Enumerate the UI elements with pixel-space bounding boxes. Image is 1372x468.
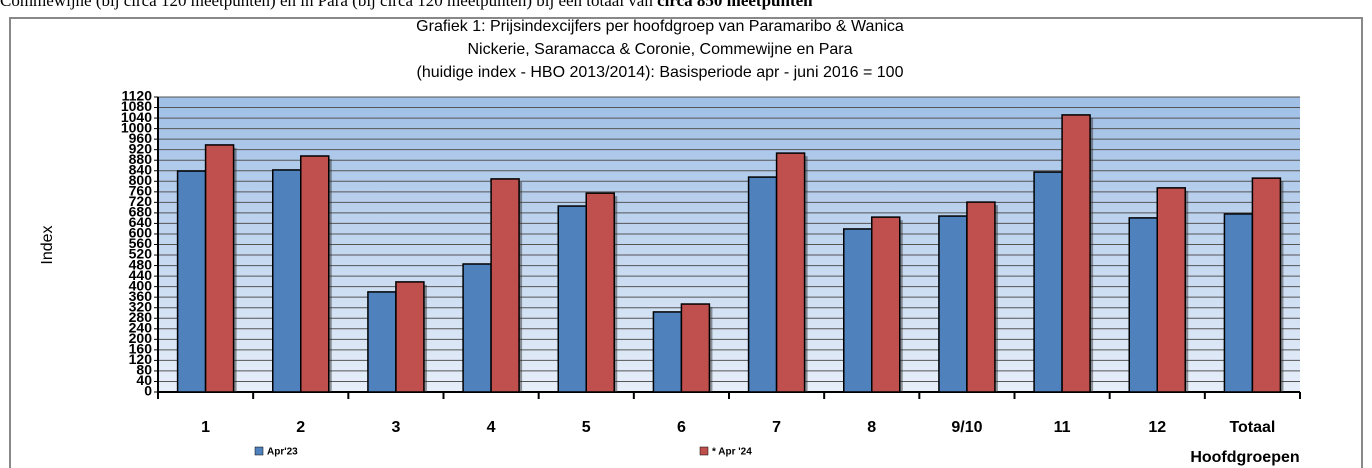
y-tick-label: 160: [129, 341, 153, 357]
legend-label: * Apr '24: [712, 447, 752, 458]
intro-text: Commewijne (bij circa 120 meetpunten) en…: [0, 0, 813, 11]
x-tick-label: 11: [1054, 419, 1071, 436]
x-tick-label: 3: [391, 419, 400, 436]
x-tick-label: Totaal: [1229, 419, 1275, 436]
x-tick-label: 8: [867, 419, 876, 436]
x-tick-label: 6: [677, 419, 686, 436]
bar: [462, 263, 492, 393]
legend-swatch: [254, 446, 264, 456]
bar: [775, 152, 806, 393]
y-tick-label: 1040: [121, 109, 152, 125]
chart-title: Grafiek 1: Prijsindexcijfers per hoofdgr…: [416, 18, 904, 35]
legend-label: Apr'23: [267, 447, 298, 458]
bar: [1061, 114, 1091, 393]
bar: [966, 201, 996, 393]
y-tick-label: 200: [129, 330, 153, 346]
bar: [1156, 187, 1186, 393]
y-tick-label: 600: [129, 225, 153, 241]
bar: [1223, 213, 1254, 393]
y-tick-label: 1120: [122, 88, 153, 104]
y-tick-label: 240: [129, 319, 153, 335]
bar: [652, 311, 683, 393]
y-tick-label: 1000: [121, 119, 152, 135]
chart-title: (huidige index - HBO 2013/2014): Basispe…: [417, 64, 904, 81]
bar: [585, 192, 615, 393]
x-tick-label: 12: [1148, 419, 1166, 436]
y-tick-label: 360: [129, 288, 153, 304]
y-tick-label: 760: [129, 183, 153, 199]
intro-line: Commewijne (bij circa 120 meetpunten) en…: [0, 0, 658, 10]
y-tick-label: 840: [129, 161, 153, 177]
y-tick-label: 920: [129, 140, 153, 156]
y-tick-label: 520: [129, 246, 153, 262]
x-tick-label: 2: [296, 419, 305, 436]
y-tick-label: 720: [129, 193, 153, 209]
bar: [938, 215, 968, 393]
y-tick-label: 680: [129, 204, 153, 220]
x-tick-label: 5: [582, 419, 591, 436]
y-tick-label: 640: [129, 214, 153, 230]
y-axis-label: Index: [39, 225, 56, 264]
x-tick-label: 1: [201, 419, 210, 436]
chart-title: Nickerie, Saramacca & Coronie, Commewijn…: [467, 41, 852, 58]
y-tick-label: 40: [136, 372, 152, 388]
x-axis-label: Hoofdgroepen: [1190, 449, 1299, 466]
legend-swatch: [699, 446, 709, 456]
bar: [1128, 217, 1158, 393]
bar: [1251, 177, 1282, 393]
bar: [680, 303, 711, 393]
y-tick-label: 400: [129, 277, 153, 293]
bar: [843, 228, 873, 393]
y-tick-label: 280: [129, 309, 153, 325]
bar: [395, 281, 425, 393]
chart-frame: [9, 17, 1363, 468]
bar: [367, 291, 397, 393]
intro-bold: circa 850 meetpunten: [657, 0, 813, 10]
bar: [1033, 171, 1063, 393]
y-tick-label: 440: [129, 267, 153, 283]
y-tick-label: 560: [129, 235, 153, 251]
y-tick-label: 0: [144, 383, 152, 399]
bar: [871, 216, 901, 393]
bar: [300, 155, 330, 393]
x-tick-label: 4: [487, 419, 496, 436]
bar: [204, 144, 235, 393]
y-tick-label: 880: [129, 151, 153, 167]
x-tick-label: 7: [772, 419, 781, 436]
x-tick-label: 9/10: [951, 419, 982, 436]
bar: [747, 176, 778, 393]
y-tick-label: 1080: [121, 98, 152, 114]
bar: [176, 170, 207, 393]
y-tick-label: 320: [129, 298, 153, 314]
bar: [272, 169, 302, 393]
bar: [557, 205, 587, 393]
bar: [490, 178, 520, 393]
y-tick-label: 80: [136, 362, 152, 378]
y-tick-label: 120: [129, 351, 153, 367]
y-tick-label: 960: [129, 130, 153, 146]
y-tick-label: 800: [129, 172, 153, 188]
y-tick-label: 480: [129, 256, 153, 272]
